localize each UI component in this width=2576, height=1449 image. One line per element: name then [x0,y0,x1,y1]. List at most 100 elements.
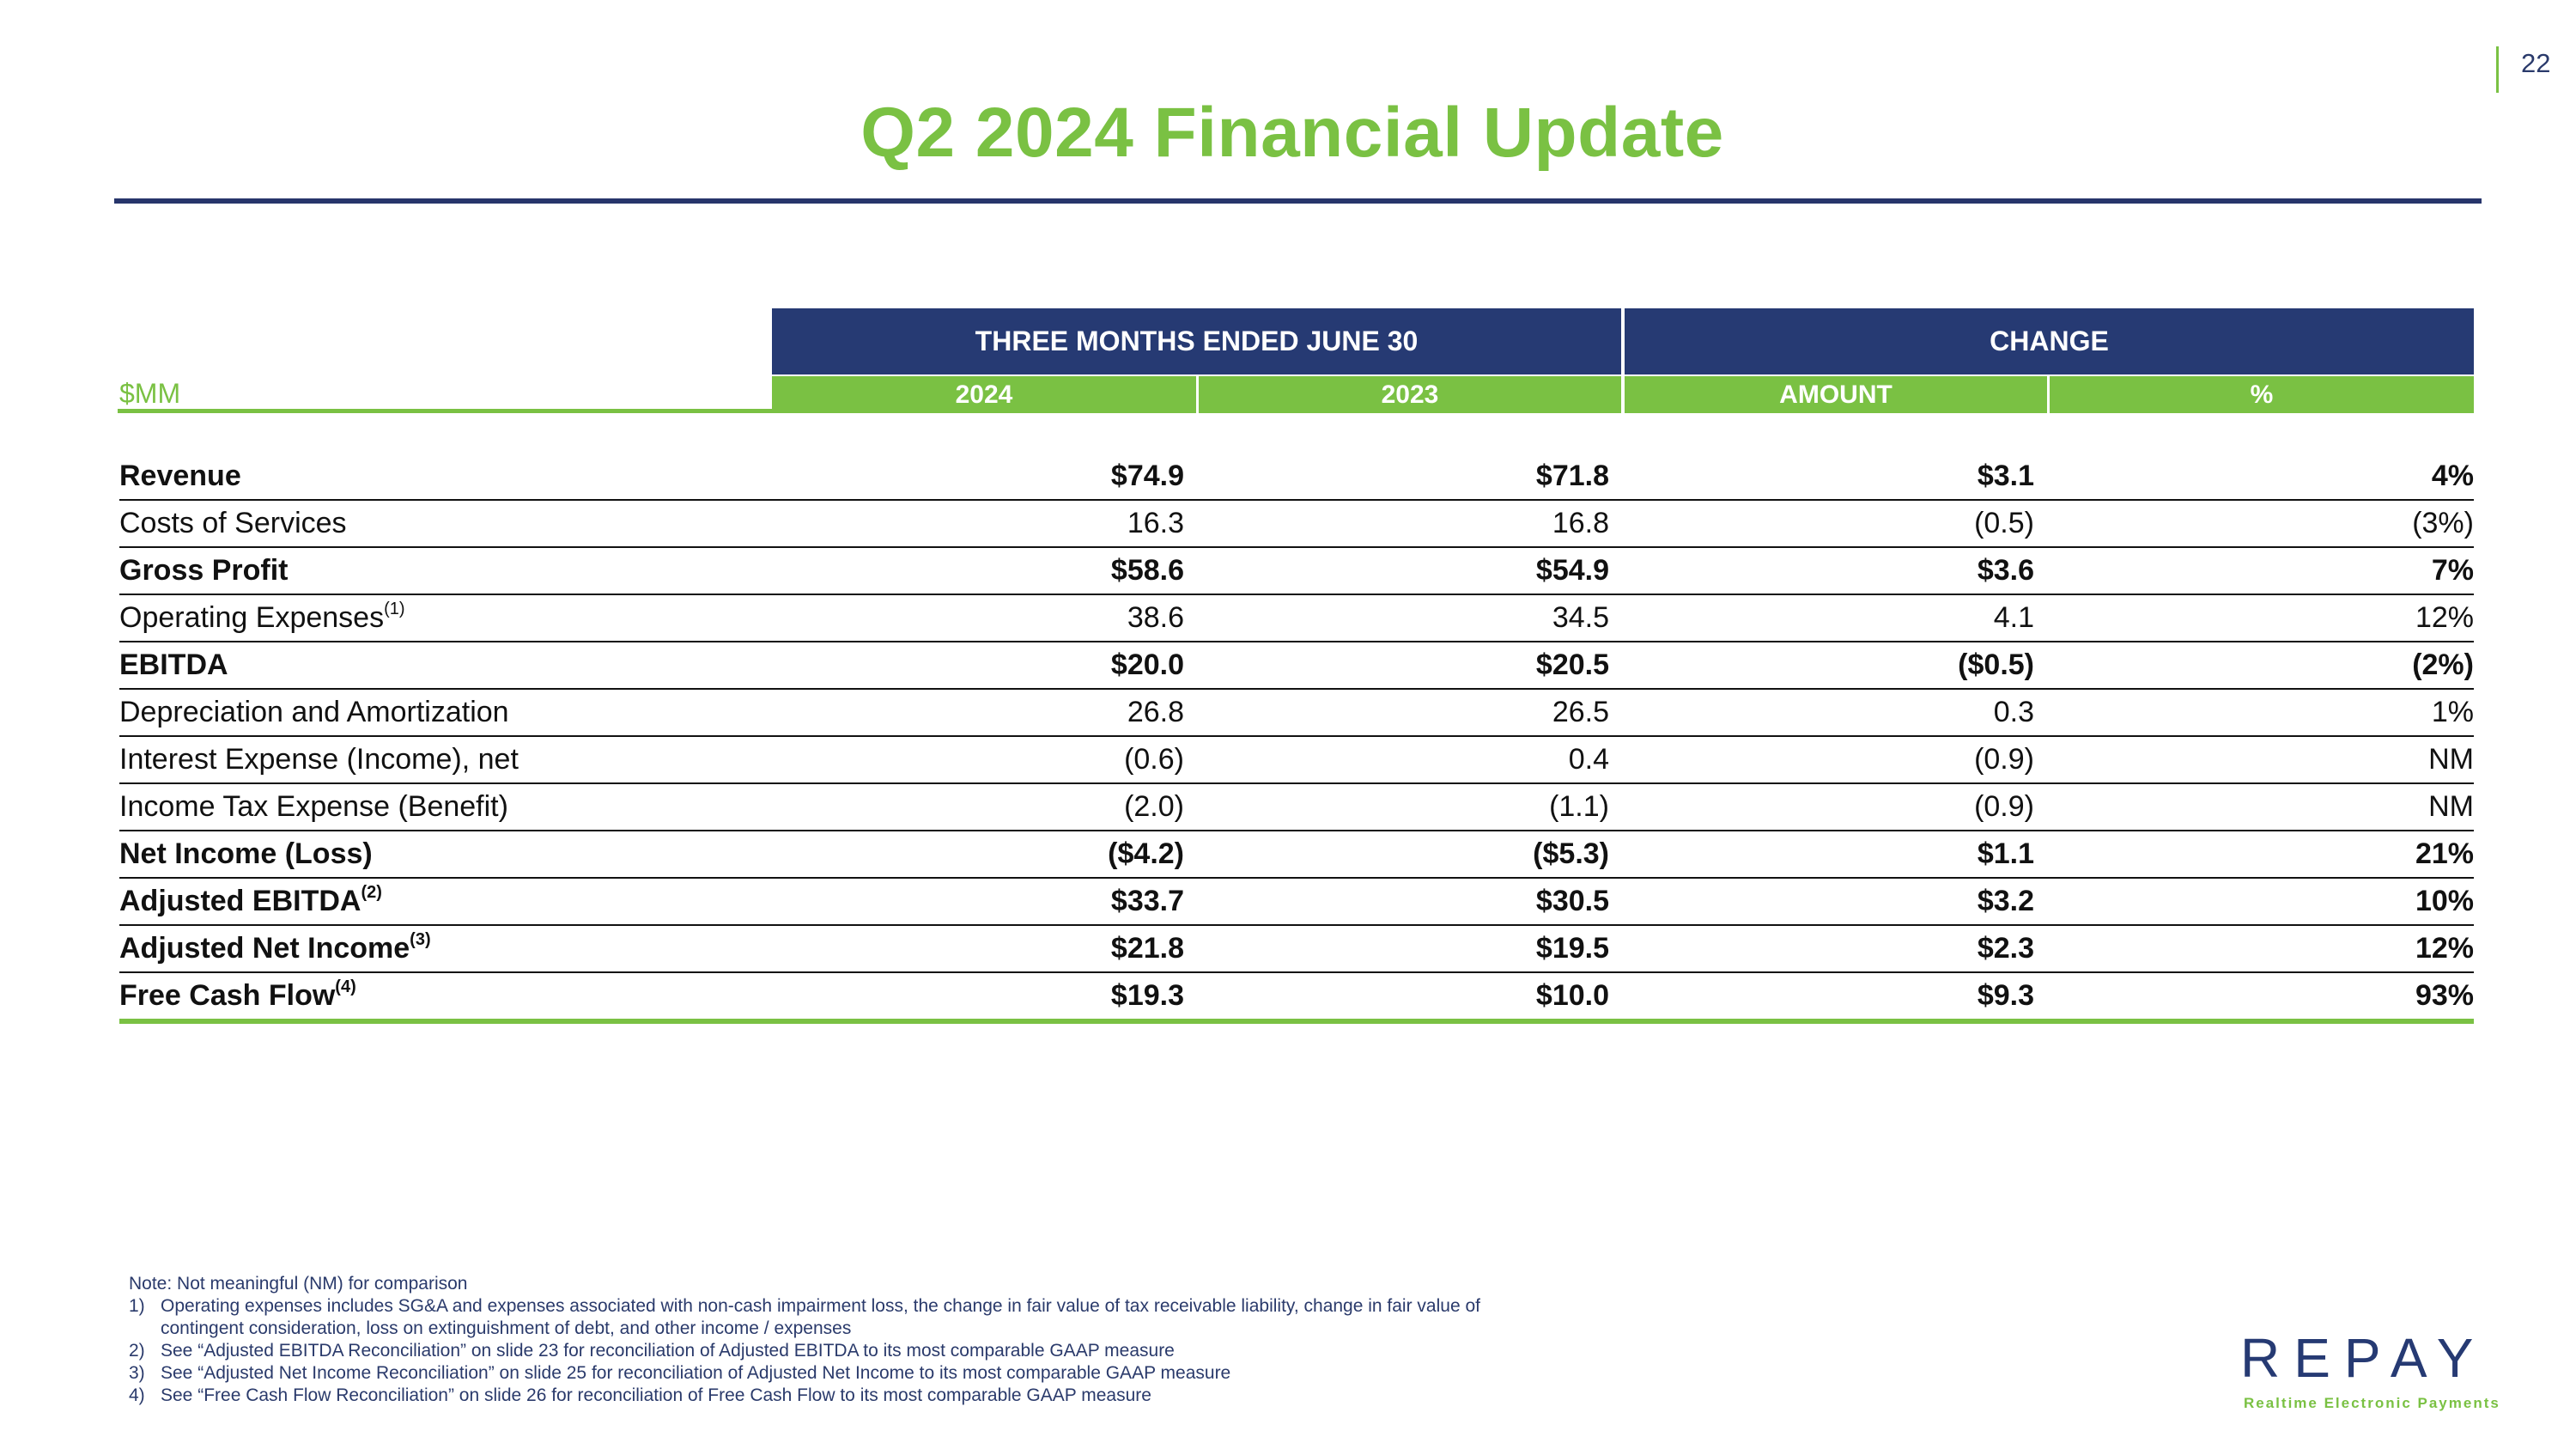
value-change-percent: (3%) [2412,507,2474,539]
row-label-text: Net Income (Loss) [119,837,373,870]
footnote-ref: (4) [335,977,356,996]
footnote-text: Operating expenses includes SG&A and exp… [161,1296,1480,1316]
row-label: Interest Expense (Income), net [119,743,519,776]
footnote-1: 1) Operating expenses includes SG&A and … [129,1295,1480,1340]
row-label: Adjusted Net Income(3) [119,930,431,965]
value-2023: ($5.3) [1533,837,1609,870]
value-change-percent: 12% [2415,601,2474,634]
footnote-text: See “Adjusted EBITDA Reconciliation” on … [161,1341,1175,1361]
table-row: Free Cash Flow(4) $19.3 $10.0 $9.3 93% [119,973,2474,1024]
value-change-amount: $1.1 [1977,837,2034,870]
title-underline [114,198,2482,204]
value-2024: $74.9 [1110,460,1184,492]
column-header-2024: 2024 [772,376,1196,413]
value-2023: $54.9 [1535,554,1609,587]
value-2023: 34.5 [1552,601,1609,634]
value-change-percent: 1% [2431,696,2474,728]
value-change-amount: $3.6 [1977,554,2034,587]
row-label-text: EBITDA [119,648,228,681]
value-change-percent: 12% [2415,932,2474,965]
value-2023: $19.5 [1535,932,1609,965]
page-number-divider [2496,46,2499,93]
header-change: CHANGE [1625,308,2474,374]
value-change-amount: 4.1 [1993,601,2034,634]
row-label-text: Depreciation and Amortization [119,696,509,728]
table-row: Revenue $74.9 $71.8 $3.1 4% [119,454,2474,501]
value-change-percent: 4% [2431,460,2474,492]
value-2024: $21.8 [1110,932,1184,965]
row-label: Depreciation and Amortization [119,696,509,729]
table-row: Adjusted Net Income(3) $21.8 $19.5 $2.3 12% [119,926,2474,973]
value-change-amount: (0.9) [1974,743,2034,776]
footnote-text-continued: contingent consideration, loss on exting… [161,1318,852,1338]
value-2024: 16.3 [1127,507,1184,539]
table-row: Adjusted EBITDA(2) $33.7 $30.5 $3.2 10% [119,879,2474,926]
value-2024: 38.6 [1127,601,1184,634]
value-change-percent: 93% [2415,979,2474,1012]
footnote-4: 4) See “Free Cash Flow Reconciliation” o… [129,1385,1480,1407]
table-row: Net Income (Loss) ($4.2) ($5.3) $1.1 21% [119,831,2474,879]
footnote-ref: (1) [384,600,405,618]
value-change-amount: $2.3 [1977,932,2034,965]
row-label: Revenue [119,460,241,493]
row-label: EBITDA [119,648,228,682]
footnote-2: 2) See “Adjusted EBITDA Reconciliation” … [129,1340,1480,1362]
page-number: 22 [2521,48,2551,78]
footnote-text: See “Adjusted Net Income Reconciliation”… [161,1363,1231,1383]
value-change-percent: 10% [2415,885,2474,917]
value-change-percent: NM [2428,790,2474,823]
footnote-number: 4) [129,1385,145,1405]
financial-table: Revenue $74.9 $71.8 $3.1 4% Costs of Services… [119,454,2474,1024]
row-label-text: Income Tax Expense (Benefit) [119,790,508,823]
column-header-percent: % [2050,376,2474,413]
table-row: Income Tax Expense (Benefit) (2.0) (1.1) (0… [119,784,2474,831]
value-2024: $19.3 [1110,979,1184,1012]
row-label: Net Income (Loss) [119,837,373,871]
row-label: Free Cash Flow(4) [119,977,356,1013]
value-change-amount: $9.3 [1977,979,2034,1012]
row-label: Operating Expenses(1) [119,600,405,635]
footnote-text: See “Free Cash Flow Reconciliation” on s… [161,1385,1151,1405]
value-change-percent: NM [2428,743,2474,776]
value-change-amount: (0.9) [1974,790,2034,823]
value-change-amount: 0.3 [1993,696,2034,728]
column-header-2023: 2023 [1199,376,1621,413]
row-label-text: Adjusted EBITDA [119,885,361,917]
table-row: Gross Profit $58.6 $54.9 $3.6 7% [119,548,2474,595]
footnote-ref: (3) [410,930,431,949]
value-2023: 0.4 [1568,743,1609,776]
value-change-percent: (2%) [2412,648,2474,681]
logo-wordmark: REPAY [2240,1327,2487,1389]
value-change-percent: 7% [2431,554,2474,587]
footnote-3: 3) See “Adjusted Net Income Reconciliati… [129,1362,1480,1385]
value-2023: (1.1) [1549,790,1609,823]
value-2024: $20.0 [1110,648,1184,681]
unit-label: $MM [119,378,181,409]
unit-underline [118,409,772,413]
row-label-text: Revenue [119,460,241,492]
row-label-text: Free Cash Flow [119,979,336,1012]
value-2023: $71.8 [1535,460,1609,492]
footnote-intro: Note: Not meaningful (NM) for comparison [129,1274,468,1294]
value-2024: ($4.2) [1108,837,1184,870]
footnote-number: 1) [129,1296,145,1316]
footnote-number: 3) [129,1363,145,1383]
value-change-percent: 21% [2415,837,2474,870]
value-2023: $20.5 [1535,648,1609,681]
value-2023: $30.5 [1535,885,1609,917]
table-row: Operating Expenses(1) 38.6 34.5 4.1 12% [119,595,2474,642]
value-2024: 26.8 [1127,696,1184,728]
footnote-number: 2) [129,1341,145,1361]
row-label: Adjusted EBITDA(2) [119,883,382,918]
value-2024: $33.7 [1110,885,1184,917]
table-row: Depreciation and Amortization 26.8 26.5 0.3… [119,690,2474,737]
table-row: Costs of Services 16.3 16.8 (0.5) (3%) [119,501,2474,548]
header-three-months: THREE MONTHS ENDED JUNE 30 [772,308,1621,374]
column-header-amount: AMOUNT [1625,376,2047,413]
table-row: EBITDA $20.0 $20.5 ($0.5) (2%) [119,642,2474,690]
table-row: Interest Expense (Income), net (0.6) 0.4 (0… [119,737,2474,784]
value-change-amount: ($0.5) [1958,648,2034,681]
value-2024: $58.6 [1110,554,1184,587]
row-label-text: Operating Expenses [119,601,385,634]
value-change-amount: $3.2 [1977,885,2034,917]
